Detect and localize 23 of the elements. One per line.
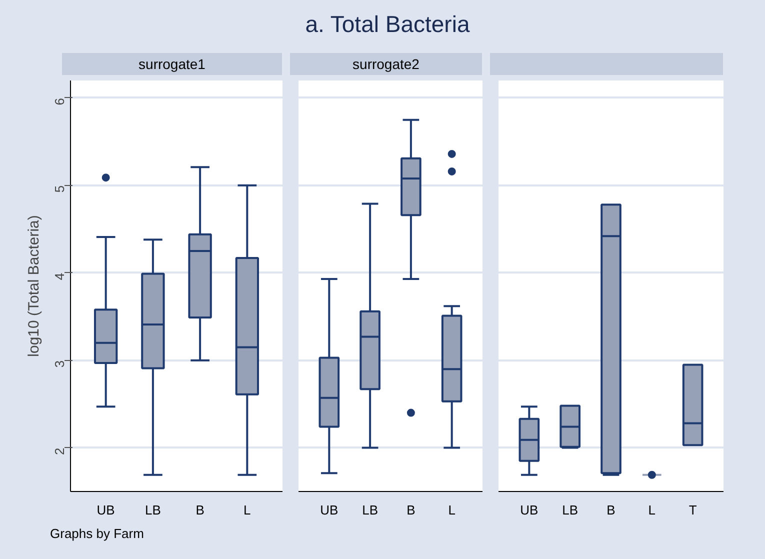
y-tick-label: 3 [52, 360, 67, 368]
y-tick-label: 2 [52, 448, 67, 456]
x-tick-label: LB [144, 502, 161, 518]
x-tick-label: T [688, 502, 697, 518]
chart-subtitle: surrogate1 [138, 55, 206, 74]
x-tick-label: B [196, 502, 204, 518]
y-tick-label: 4 [52, 272, 67, 280]
x-tick-label: LB [362, 502, 378, 518]
x-tick-label: LB [562, 502, 578, 518]
y-tick-label: 5 [52, 185, 67, 193]
x-tick-label: L [448, 502, 456, 518]
x-tick-label: B [606, 502, 616, 518]
y-tick-label: 6 [52, 98, 67, 106]
chart-subtitle: surrogate2 [352, 55, 420, 74]
x-tick-label: UB [320, 502, 338, 518]
x-tick-label: B [406, 502, 416, 518]
chart-title: a. Total Bacteria [305, 10, 470, 39]
y-axis-title: log10 (Total Bacteria) [26, 215, 42, 357]
text: Graphs by Farm [50, 525, 144, 543]
x-tick-label: UB [96, 502, 115, 518]
x-tick-label: L [648, 502, 656, 518]
x-tick-label: UB [520, 502, 538, 518]
x-tick-label: L [244, 502, 251, 518]
